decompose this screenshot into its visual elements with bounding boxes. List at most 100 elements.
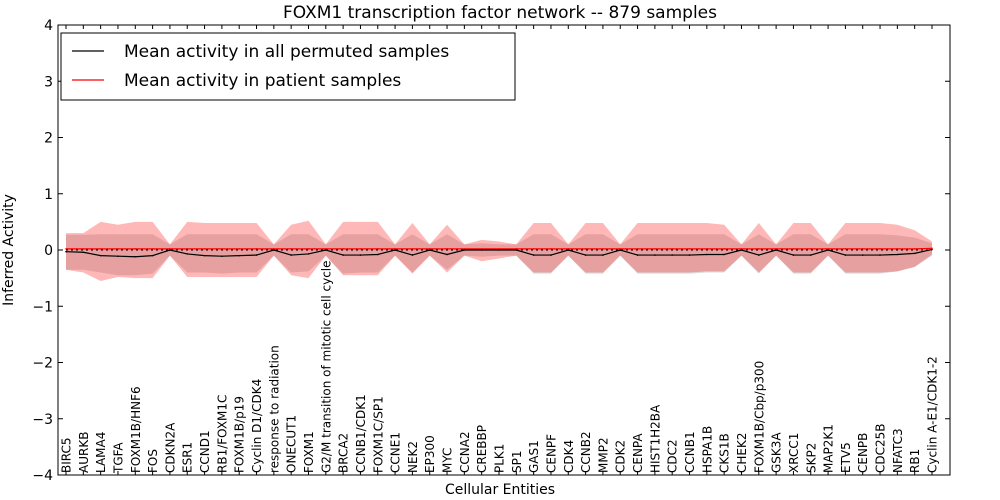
patient-point-8 bbox=[203, 248, 206, 250]
patient-point-13 bbox=[290, 248, 292, 250]
patient-point-6 bbox=[169, 248, 171, 250]
x-tick-label: CCND1 bbox=[198, 430, 212, 473]
permuted-point-17 bbox=[359, 254, 362, 256]
permuted-point-27 bbox=[532, 254, 535, 256]
x-tick-label: HSPA1B bbox=[700, 426, 714, 473]
x-tick-label: ONECUT1 bbox=[285, 415, 299, 473]
patient-point-9 bbox=[221, 248, 223, 250]
patient-point-2 bbox=[99, 248, 102, 250]
permuted-point-1 bbox=[82, 251, 85, 254]
permuted-point-38 bbox=[723, 253, 725, 256]
x-tick-label: FOXM1B/Cbp/p300 bbox=[752, 361, 766, 473]
x-tick-label: FOXM1B/p19 bbox=[233, 396, 247, 473]
patient-point-32 bbox=[619, 248, 622, 250]
x-tick-label: CREBBP bbox=[475, 425, 489, 473]
patient-band bbox=[66, 220, 932, 281]
x-tick-label: EP300 bbox=[423, 435, 437, 473]
x-tick-label: ESR1 bbox=[181, 442, 195, 473]
patient-point-5 bbox=[151, 248, 154, 250]
x-tick-label: PLK1 bbox=[493, 444, 507, 473]
permuted-point-18 bbox=[376, 253, 379, 256]
x-tick-label: NEK2 bbox=[406, 441, 420, 473]
x-tick-label: Cyclin D1/CDK4 bbox=[250, 379, 264, 473]
x-tick-label: CDC25B bbox=[874, 424, 888, 474]
permuted-point-28 bbox=[550, 254, 552, 256]
permuted-point-30 bbox=[584, 254, 587, 256]
x-axis-label: Cellular Entities bbox=[445, 482, 555, 498]
y-tick-label: −1 bbox=[32, 299, 53, 315]
patient-point-37 bbox=[706, 248, 708, 250]
x-tick-label: SKP2 bbox=[804, 443, 818, 473]
patient-point-4 bbox=[134, 248, 137, 250]
patient-point-43 bbox=[809, 248, 812, 250]
patient-point-25 bbox=[498, 248, 500, 250]
permuted-point-34 bbox=[654, 254, 656, 256]
permuted-point-25 bbox=[498, 249, 500, 251]
patient-point-0 bbox=[65, 248, 67, 250]
permuted-point-13 bbox=[290, 254, 292, 256]
permuted-point-10 bbox=[238, 254, 240, 257]
permuted-point-14 bbox=[307, 253, 310, 255]
permuted-point-9 bbox=[221, 255, 223, 257]
x-tick-label: Cyclin A-E1/CDK1-2 bbox=[926, 356, 940, 473]
x-tick-label: NFATC3 bbox=[891, 428, 905, 473]
permuted-point-19 bbox=[394, 249, 396, 251]
patient-point-47 bbox=[879, 248, 881, 250]
patient-point-33 bbox=[636, 248, 639, 250]
x-tick-label: MAP2K1 bbox=[822, 424, 836, 473]
patient-point-18 bbox=[376, 248, 379, 250]
x-tick-label: GSK3A bbox=[770, 432, 784, 473]
permuted-point-45 bbox=[844, 254, 847, 256]
permuted-point-22 bbox=[446, 253, 448, 256]
x-tick-label: HIST1H2BA bbox=[648, 404, 662, 473]
y-tick-label: 3 bbox=[44, 74, 53, 90]
patient-point-19 bbox=[394, 248, 396, 250]
x-tick-label: CCNA2 bbox=[458, 431, 472, 473]
patient-point-12 bbox=[273, 248, 275, 250]
x-tick-label: CCNB1/CDK1 bbox=[354, 394, 368, 473]
permuted-point-36 bbox=[688, 254, 691, 256]
y-tick-label: 4 bbox=[44, 18, 53, 34]
x-tick-label: TGFA bbox=[111, 442, 125, 474]
x-tick-label: G2/M transition of mitotic cell cycle bbox=[319, 260, 333, 473]
patient-point-27 bbox=[532, 248, 535, 250]
x-tick-label: CKS1B bbox=[718, 433, 732, 473]
x-tick-label: response to radiation bbox=[267, 345, 281, 473]
patient-point-41 bbox=[775, 248, 777, 250]
y-tick-label: 2 bbox=[44, 131, 53, 147]
x-tick-label: GAS1 bbox=[527, 440, 541, 473]
permuted-point-21 bbox=[428, 249, 431, 251]
x-tick-label: CCNB2 bbox=[579, 431, 593, 473]
patient-point-39 bbox=[740, 248, 743, 250]
patient-point-24 bbox=[480, 248, 483, 250]
patient-point-34 bbox=[654, 248, 656, 250]
permuted-point-43 bbox=[809, 254, 812, 256]
x-tick-label: CDC2 bbox=[666, 439, 680, 473]
y-tick-label: −2 bbox=[32, 356, 53, 372]
patient-point-49 bbox=[913, 248, 916, 250]
patient-point-42 bbox=[792, 248, 795, 250]
x-tick-label: CENPB bbox=[856, 433, 870, 473]
patient-point-20 bbox=[411, 248, 414, 250]
permuted-point-31 bbox=[602, 254, 604, 256]
permuted-point-15 bbox=[325, 249, 327, 251]
patient-point-30 bbox=[584, 248, 587, 250]
permuted-point-8 bbox=[203, 254, 206, 257]
patient-point-16 bbox=[342, 248, 344, 250]
x-tick-label: CHEK2 bbox=[735, 433, 749, 474]
patient-point-31 bbox=[602, 248, 604, 250]
x-tick-label: RB1/FOXM1C bbox=[215, 395, 229, 473]
x-tick-label: CCNB1 bbox=[683, 431, 697, 473]
permuted-point-47 bbox=[879, 254, 881, 256]
x-tick-label: AURKB bbox=[77, 432, 91, 473]
x-tick-label: CDK4 bbox=[562, 440, 576, 473]
patient-point-17 bbox=[359, 248, 362, 250]
patient-point-26 bbox=[515, 248, 518, 250]
permuted-point-6 bbox=[169, 249, 171, 251]
x-tick-label: FOXM1 bbox=[302, 431, 316, 473]
permuted-point-29 bbox=[567, 249, 570, 251]
permuted-point-39 bbox=[740, 249, 743, 251]
permuted-point-7 bbox=[186, 253, 189, 255]
y-tick-label: 1 bbox=[44, 187, 53, 203]
